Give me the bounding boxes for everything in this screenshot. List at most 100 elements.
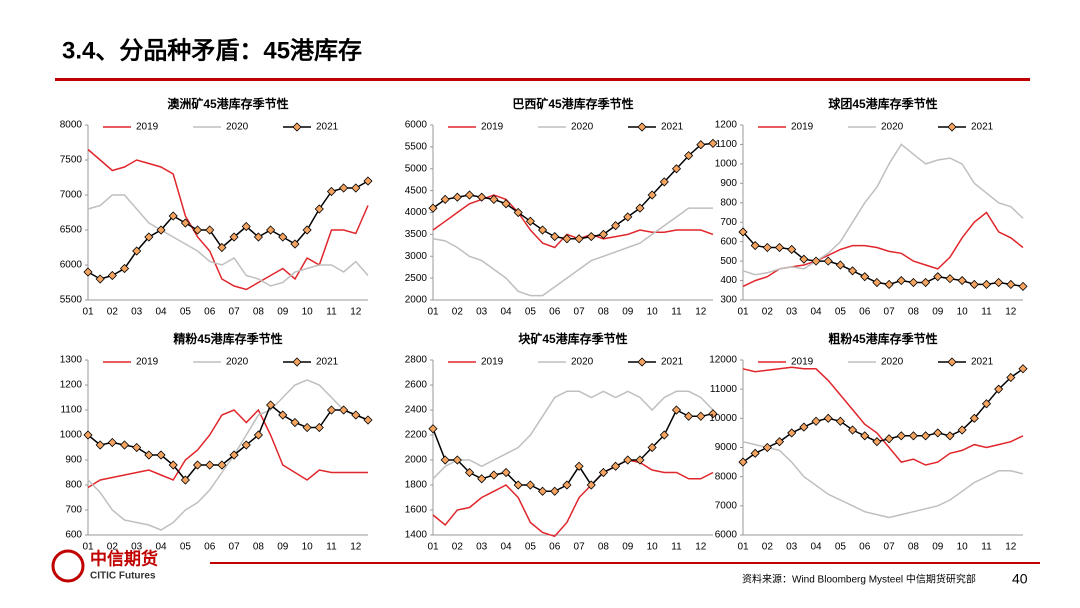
x-tick-label: 07	[884, 542, 896, 553]
legend-label: 2020	[226, 357, 249, 368]
x-tick-label: 06	[204, 307, 216, 318]
footer-rule	[210, 562, 1040, 564]
x-tick-label: 06	[549, 307, 561, 318]
y-tick-label: 800	[720, 197, 737, 208]
point-marker	[1018, 364, 1028, 374]
logo-name: 中信期货	[90, 548, 158, 568]
y-tick-label: 5000	[405, 163, 428, 174]
point-marker	[253, 430, 264, 440]
title-rule	[55, 78, 1030, 81]
point-marker	[994, 384, 1004, 394]
legend-label: 2019	[791, 122, 814, 133]
point-marker	[107, 437, 117, 448]
x-tick-label: 02	[762, 307, 774, 318]
x-tick-label: 09	[277, 307, 289, 318]
point-marker	[872, 437, 882, 447]
series-line	[87, 194, 369, 287]
x-tick-label: 11	[671, 542, 682, 553]
y-tick-label: 1000	[715, 159, 738, 170]
y-tick-label: 700	[720, 217, 737, 228]
point-marker	[750, 240, 760, 251]
x-tick-label: 07	[229, 542, 241, 553]
y-tick-label: 1800	[405, 480, 428, 491]
legend-label: 2019	[481, 122, 504, 133]
point-marker	[83, 267, 93, 277]
y-tick-label: 7000	[60, 190, 83, 201]
x-tick-label: 08	[908, 542, 920, 553]
x-tick-label: 02	[107, 542, 119, 553]
x-tick-label: 09	[622, 542, 634, 553]
series-line	[432, 207, 713, 297]
point-marker	[957, 425, 967, 435]
point-marker	[513, 207, 523, 218]
y-tick-label: 6000	[715, 530, 738, 541]
x-tick-label: 04	[500, 542, 512, 553]
x-tick-label: 06	[859, 307, 871, 318]
logo-icon	[51, 549, 85, 583]
x-tick-label: 02	[107, 307, 119, 318]
x-tick-label: 03	[476, 307, 488, 318]
y-tick-label: 1400	[405, 530, 428, 541]
x-tick-label: 10	[302, 307, 314, 318]
point-marker	[787, 428, 797, 438]
point-marker	[811, 256, 821, 266]
y-tick-label: 5500	[60, 295, 83, 306]
point-marker	[847, 266, 858, 276]
point-marker	[598, 467, 609, 478]
series-line	[432, 142, 714, 240]
point-marker	[981, 399, 992, 409]
legend-label: 2020	[881, 122, 904, 133]
legend-label: 2019	[791, 357, 814, 368]
point-marker	[762, 442, 772, 453]
point-marker	[132, 246, 142, 256]
point-marker	[574, 234, 584, 244]
x-tick-label: 01	[427, 307, 439, 318]
y-tick-label: 8000	[715, 471, 738, 482]
point-marker	[708, 138, 718, 148]
point-marker	[278, 232, 288, 242]
point-marker	[537, 486, 548, 496]
point-marker	[562, 234, 572, 244]
y-tick-label: 1200	[60, 380, 83, 391]
y-tick-label: 3000	[405, 251, 428, 262]
point-marker	[180, 475, 190, 485]
y-tick-label: 6000	[405, 120, 428, 131]
point-marker	[647, 442, 657, 453]
x-tick-label: 11	[671, 307, 682, 318]
point-marker	[994, 277, 1004, 288]
legend-marker	[637, 122, 647, 132]
point-marker	[896, 431, 906, 441]
y-tick-label: 3500	[405, 229, 428, 240]
y-tick-label: 6500	[60, 225, 83, 236]
x-tick-label: 07	[574, 542, 586, 553]
point-marker	[428, 203, 438, 213]
point-marker	[774, 437, 785, 447]
point-marker	[217, 242, 227, 253]
x-tick-label: 10	[647, 307, 659, 318]
y-tick-label: 12000	[709, 355, 737, 366]
point-marker	[241, 440, 251, 450]
logo-english: CITIC Futures	[90, 571, 156, 582]
point-marker	[477, 474, 487, 484]
x-tick-label: 12	[1005, 307, 1017, 318]
point-marker	[95, 440, 105, 450]
point-marker	[168, 211, 178, 221]
y-tick-label: 10000	[709, 413, 737, 424]
point-marker	[266, 400, 276, 410]
series-line	[742, 211, 1024, 288]
point-marker	[635, 455, 645, 465]
point-marker	[525, 480, 535, 490]
point-marker	[921, 277, 931, 288]
point-marker	[586, 231, 596, 242]
x-tick-label: 02	[762, 542, 774, 553]
x-tick-label: 06	[549, 542, 561, 553]
point-marker	[205, 225, 215, 235]
x-tick-label: 03	[786, 307, 798, 318]
point-marker	[440, 455, 450, 465]
point-marker	[489, 194, 499, 204]
y-tick-label: 1000	[60, 430, 83, 441]
point-marker	[339, 405, 349, 415]
y-tick-label: 5500	[405, 142, 428, 153]
point-marker	[562, 480, 572, 490]
chart-title: 粗粉45港库存季节性	[828, 331, 937, 346]
